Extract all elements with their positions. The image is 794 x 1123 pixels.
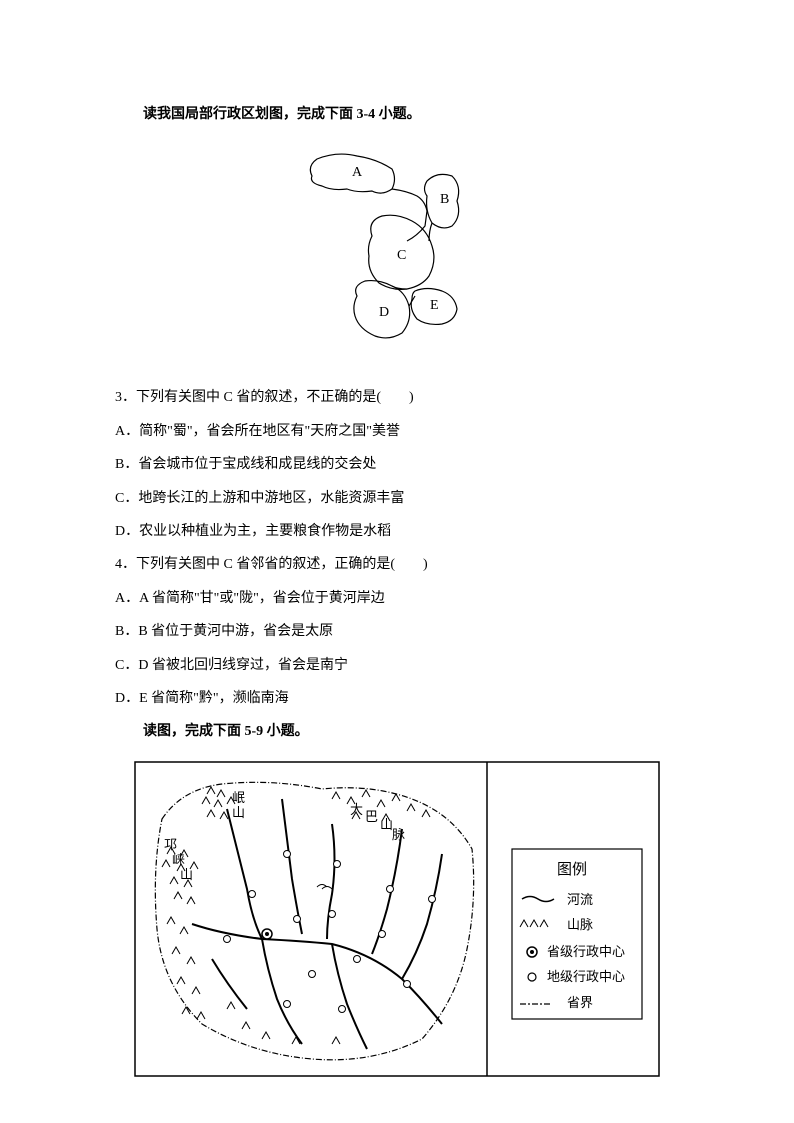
sichuan-map-svg: 岷 山 邛 崃 山 大 巴 山 脉 (132, 759, 662, 1079)
legend-capital: 省级行政中心 (547, 944, 625, 959)
instruction-2: 读图，完成下面 5-9 小题。 (115, 717, 679, 746)
q4-option-d: D．E 省简称"黔"，濒临南海 (115, 684, 679, 713)
mtn-label-3: 大 (350, 802, 363, 817)
q4-option-a: A．A 省简称"甘"或"陇"，省会位于黄河岸边 (115, 584, 679, 613)
q4-stem: 4．下列有关图中 C 省邻省的叙述，正确的是( ) (115, 550, 679, 579)
figure-1-container: A B C D E (115, 141, 679, 371)
legend-panel: 图例 河流 山脉 省级行政中心 地级行政中心 省界 (512, 849, 642, 1019)
mtn-label-1b: 山 (232, 805, 245, 820)
instruction-1: 读我国局部行政区划图，完成下面 3-4 小题。 (115, 100, 679, 129)
legend-river: 河流 (567, 892, 593, 907)
q3-option-c: C．地跨长江的上游和中游地区，水能资源丰富 (115, 484, 679, 513)
q3-option-d: D．农业以种植业为主，主要粮食作物是水稻 (115, 517, 679, 546)
cities (224, 850, 436, 1012)
legend-border: 省界 (567, 995, 593, 1010)
label-e: E (430, 298, 439, 313)
q3-option-a: A．简称"蜀"，省会所在地区有"天府之国"美誉 (115, 417, 679, 446)
label-c: C (397, 248, 406, 263)
legend-city: 地级行政中心 (547, 969, 625, 984)
mtn-label-3d: 脉 (392, 827, 405, 842)
figure-2-container: 岷 山 邛 崃 山 大 巴 山 脉 (115, 759, 679, 1079)
mtn-label-2c: 山 (180, 867, 193, 882)
capital (262, 929, 272, 939)
q4-option-c: C．D 省被北回归线穿过，省会是南宁 (115, 651, 679, 680)
legend-title: 图例 (557, 861, 587, 878)
label-b: B (440, 192, 449, 207)
mtn-label-2: 邛 (164, 837, 177, 852)
label-a: A (352, 165, 363, 180)
legend-mountain: 山脉 (567, 917, 593, 932)
mtn-label-1: 岷 (232, 790, 245, 805)
q4-option-b: B．B 省位于黄河中游，省会是太原 (115, 617, 679, 646)
mtn-label-2b: 崃 (172, 852, 185, 867)
mtn-label-3b: 巴 (365, 809, 378, 824)
admin-map-svg: A B C D E (297, 141, 497, 371)
map-content: 岷 山 邛 崃 山 大 巴 山 脉 (155, 782, 473, 1060)
q3-option-b: B．省会城市位于宝成线和成昆线的交会处 (115, 450, 679, 479)
label-d: D (379, 305, 389, 320)
q3-stem: 3．下列有关图中 C 省的叙述，不正确的是( ) (115, 383, 679, 412)
